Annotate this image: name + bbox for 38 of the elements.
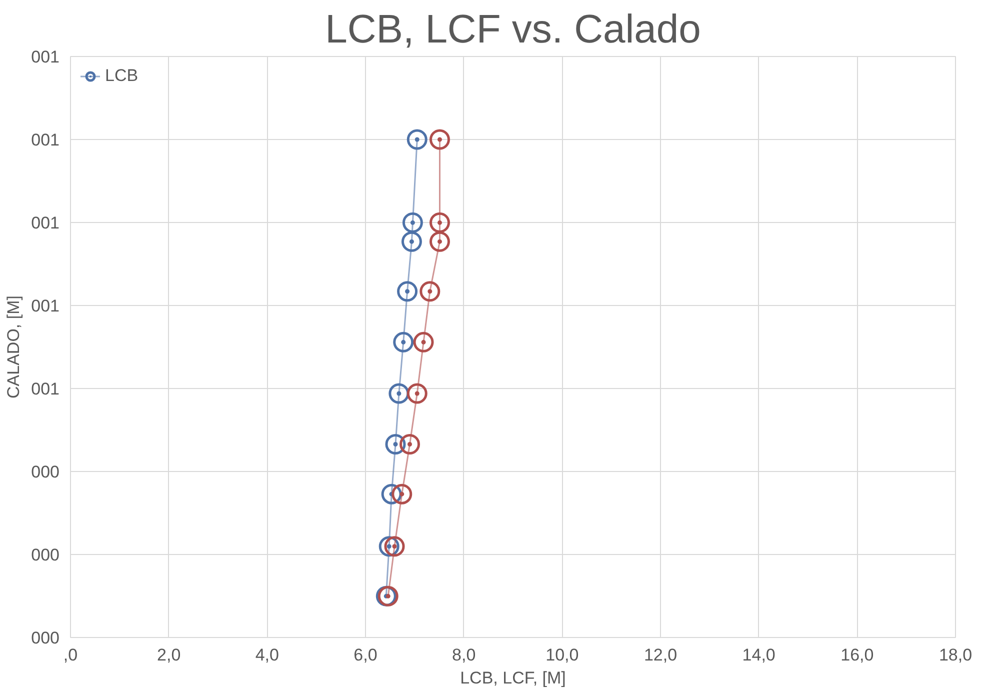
x-tick-label: 8,0 — [452, 646, 476, 664]
text: 001 — [31, 380, 60, 398]
point — [388, 383, 410, 404]
x-tick-label: 14,0 — [742, 646, 776, 664]
point — [392, 484, 412, 504]
point — [401, 231, 422, 252]
point — [384, 536, 405, 557]
text: 000 — [31, 546, 60, 564]
text: 000 — [31, 628, 60, 648]
point — [429, 231, 450, 252]
point — [402, 212, 423, 233]
point — [406, 383, 428, 404]
x-tick-label: ,0 — [63, 646, 78, 664]
x-tick-label: 4,0 — [255, 646, 279, 664]
point — [406, 129, 428, 150]
x-tick-label: 6,0 — [354, 646, 378, 664]
x-tick-label: 16,0 — [840, 646, 874, 664]
point — [385, 434, 406, 455]
text: 001 — [31, 296, 60, 316]
text: 001 — [31, 130, 60, 150]
legend-label: LCB — [105, 66, 138, 86]
text: 001 — [31, 214, 60, 232]
point — [429, 212, 450, 233]
x-tick-label: 12,0 — [644, 646, 678, 664]
text: 001 — [31, 48, 60, 66]
x-tick-label: 2,0 — [157, 646, 181, 664]
point — [393, 332, 414, 352]
point — [429, 129, 450, 150]
x-tick-label: 10,0 — [546, 646, 579, 664]
point — [397, 281, 418, 302]
x-axis-title: LCB, LCF, [M] — [460, 668, 566, 688]
x-tick-label: 18,0 — [938, 646, 972, 664]
point — [413, 332, 434, 352]
chart-title: LCB, LCF vs. Calado — [325, 8, 701, 52]
point — [400, 434, 420, 455]
y-axis-title: CALADO, [M] — [4, 296, 24, 398]
text: 000 — [31, 462, 60, 482]
point — [420, 281, 440, 302]
